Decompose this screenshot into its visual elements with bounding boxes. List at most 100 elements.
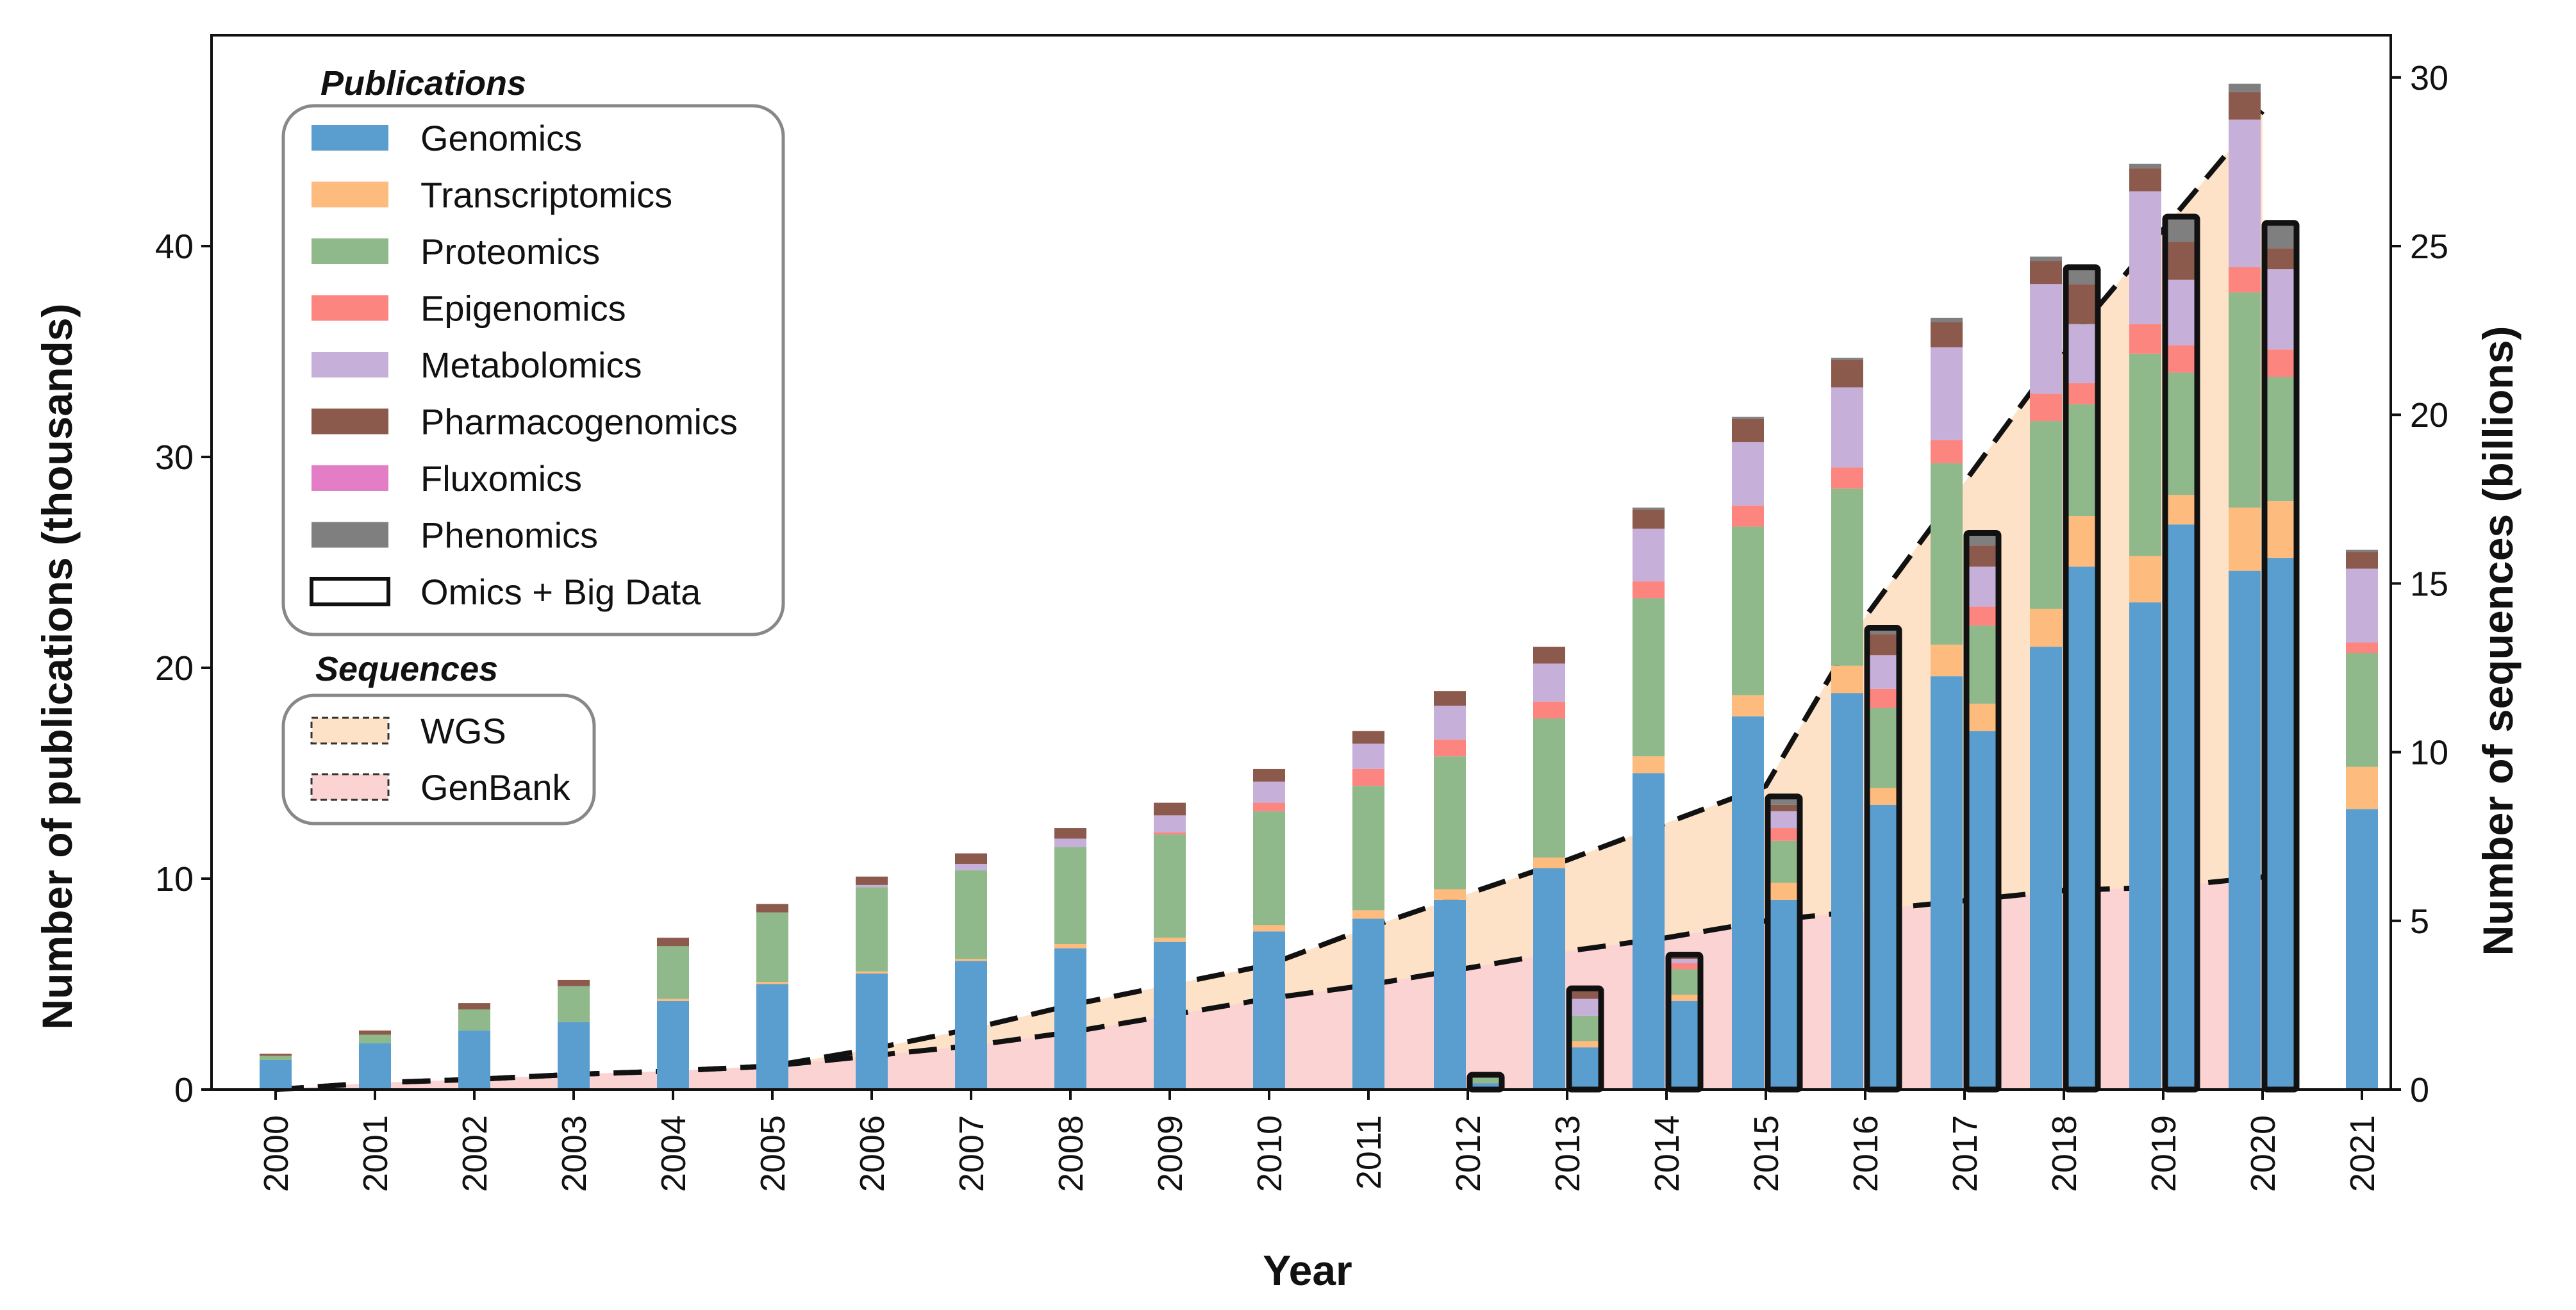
legend-swatch-epigenomics bbox=[312, 295, 388, 321]
omics-bar-2014-transcriptomics bbox=[1668, 994, 1700, 1001]
bar-2017-metabolomics bbox=[1931, 347, 1963, 440]
bar-2007-pharmacogenomics bbox=[955, 853, 987, 864]
bar-2019-phenomics bbox=[2129, 163, 2161, 169]
omics-bar-2016-metabolomics bbox=[1867, 655, 1899, 689]
bar-2005-transcriptomics bbox=[756, 982, 788, 984]
x-tick-label-2007: 2007 bbox=[952, 1115, 991, 1192]
bar-2014-epigenomics bbox=[1633, 581, 1665, 599]
omics-bar-2015-pharmacogenomics bbox=[1768, 804, 1800, 811]
legend-swatch-wgs bbox=[310, 717, 390, 745]
legend-publications-title: Publications bbox=[320, 64, 526, 103]
bar-2008-metabolomics bbox=[1054, 838, 1086, 847]
bar-2009-metabolomics bbox=[1154, 815, 1186, 833]
x-tick-label-2004: 2004 bbox=[654, 1115, 693, 1192]
bar-2011-transcriptomics bbox=[1352, 910, 1384, 919]
omics-bar-2016-proteomics bbox=[1867, 708, 1899, 788]
bar-2009-transcriptomics bbox=[1154, 938, 1186, 942]
bar-2005-proteomics bbox=[756, 912, 788, 982]
bar-2011-genomics bbox=[1352, 918, 1384, 1090]
bar-2015-metabolomics bbox=[1732, 442, 1764, 506]
bar-2015-genomics bbox=[1732, 716, 1764, 1090]
bar-2006-genomics bbox=[856, 974, 888, 1090]
legend-label-phenomics: Phenomics bbox=[420, 515, 598, 556]
bar-2019-metabolomics bbox=[2129, 191, 2161, 324]
bar-2005-genomics bbox=[756, 984, 788, 1090]
omics-bar-2016-epigenomics bbox=[1867, 688, 1899, 708]
bar-layer bbox=[260, 83, 2378, 1093]
bar-2015-epigenomics bbox=[1732, 505, 1764, 527]
bar-2011-epigenomics bbox=[1352, 768, 1384, 786]
bar-2014-genomics bbox=[1633, 773, 1665, 1090]
omics-bar-2018-pharmacogenomics bbox=[2066, 284, 2098, 324]
bar-2016-pharmacogenomics bbox=[1831, 360, 1863, 388]
x-tick-label-2005: 2005 bbox=[754, 1115, 792, 1192]
bar-2007-transcriptomics bbox=[955, 959, 987, 961]
bar-2008-proteomics bbox=[1054, 847, 1086, 944]
bar-2010-genomics bbox=[1253, 931, 1285, 1090]
omics-bar-2017-pharmacogenomics bbox=[1966, 545, 1998, 567]
bar-2004-genomics bbox=[657, 1000, 689, 1090]
bar-2000-proteomics bbox=[260, 1056, 292, 1060]
x-tick-label-2020: 2020 bbox=[2244, 1115, 2282, 1192]
x-tick-label-2021: 2021 bbox=[2343, 1115, 2382, 1192]
bar-2020-genomics bbox=[2229, 570, 2261, 1090]
omics-bar-2019-metabolomics bbox=[2165, 279, 2197, 345]
x-tick-label-2017: 2017 bbox=[1946, 1115, 1984, 1192]
bar-2010-proteomics bbox=[1253, 811, 1285, 925]
legend-publications-frame bbox=[281, 104, 785, 636]
bar-2021-proteomics bbox=[2346, 652, 2378, 767]
bar-2020-pharmacogenomics bbox=[2229, 92, 2261, 120]
x-tick-label-2011: 2011 bbox=[1350, 1115, 1388, 1190]
bar-2021-transcriptomics bbox=[2346, 767, 2378, 809]
omics-bar-2020-phenomics bbox=[2264, 222, 2297, 249]
omics-bar-2019-phenomics bbox=[2165, 216, 2197, 242]
x-tick-label-2009: 2009 bbox=[1151, 1115, 1190, 1192]
bar-2003-pharmacogenomics bbox=[558, 979, 590, 986]
omics-bar-2016-pharmacogenomics bbox=[1867, 634, 1899, 656]
x-tick-label-2018: 2018 bbox=[2045, 1115, 2084, 1192]
legend-swatch-proteomics bbox=[312, 238, 388, 264]
bar-2021-pharmacogenomics bbox=[2346, 552, 2378, 569]
omics-bar-2016-phenomics bbox=[1867, 627, 1899, 634]
omics-bar-2020-transcriptomics bbox=[2264, 501, 2297, 558]
bar-2012-genomics bbox=[1434, 899, 1466, 1090]
bar-2015-pharmacogenomics bbox=[1732, 419, 1764, 442]
omics-bar-2014-metabolomics bbox=[1668, 959, 1700, 963]
bar-2019-genomics bbox=[2129, 602, 2161, 1090]
x-tick-label-2001: 2001 bbox=[356, 1115, 395, 1192]
bar-2014-pharmacogenomics bbox=[1633, 510, 1665, 529]
legend-sequences: WGS GenBank bbox=[310, 711, 570, 808]
bar-2015-proteomics bbox=[1732, 526, 1764, 695]
omics-bar-2020-pharmacogenomics bbox=[2264, 248, 2297, 270]
bar-2012-pharmacogenomics bbox=[1434, 691, 1466, 706]
omics-bar-2013-metabolomics bbox=[1569, 999, 1601, 1016]
bar-2013-pharmacogenomics bbox=[1533, 647, 1565, 664]
bar-2018-proteomics bbox=[2030, 421, 2062, 609]
omics-bar-2017-metabolomics bbox=[1966, 567, 1998, 607]
omics-bar-2020-epigenomics bbox=[2264, 349, 2297, 377]
legend-label-genomics: Genomics bbox=[420, 118, 582, 158]
legend-swatch-genomics bbox=[312, 125, 388, 151]
bar-2017-pharmacogenomics bbox=[1931, 322, 1963, 347]
x-tick-label-2012: 2012 bbox=[1449, 1115, 1488, 1192]
bar-2012-epigenomics bbox=[1434, 739, 1466, 757]
bar-2013-transcriptomics bbox=[1533, 858, 1565, 868]
bar-2018-epigenomics bbox=[2030, 394, 2062, 422]
bar-2001-proteomics bbox=[359, 1034, 391, 1043]
legend-swatch-pharmacogenomics bbox=[312, 408, 388, 435]
legend-label-epigenomics: Epigenomics bbox=[420, 288, 626, 329]
bar-2015-phenomics bbox=[1732, 417, 1764, 419]
omics-bar-2019-proteomics bbox=[2165, 372, 2197, 495]
bar-2012-proteomics bbox=[1434, 756, 1466, 890]
y-right-tick-label: 25 bbox=[2410, 228, 2448, 266]
bar-2016-proteomics bbox=[1831, 488, 1863, 666]
bar-2000-genomics bbox=[260, 1059, 292, 1090]
y-left-tick-label: 10 bbox=[155, 860, 194, 899]
bar-2017-transcriptomics bbox=[1931, 644, 1963, 677]
bar-2020-metabolomics bbox=[2229, 119, 2261, 267]
bar-2013-metabolomics bbox=[1533, 663, 1565, 702]
legend-swatch-genbank bbox=[310, 773, 390, 801]
bar-2013-epigenomics bbox=[1533, 701, 1565, 718]
omics-bar-2017-proteomics bbox=[1966, 626, 1998, 704]
